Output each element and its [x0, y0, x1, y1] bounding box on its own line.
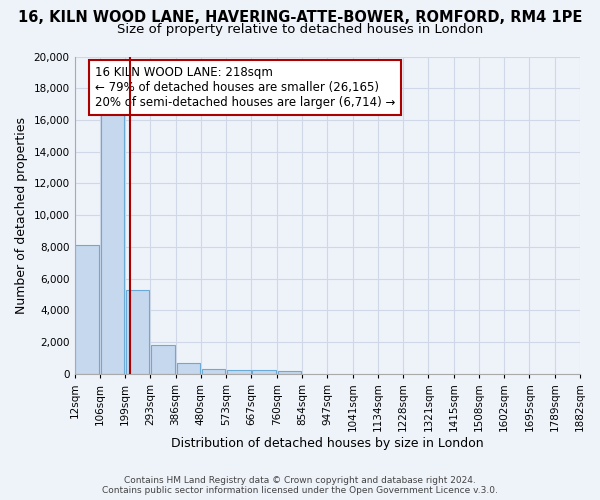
Bar — [227, 370, 251, 374]
X-axis label: Distribution of detached houses by size in London: Distribution of detached houses by size … — [171, 437, 484, 450]
Bar — [278, 372, 301, 374]
Y-axis label: Number of detached properties: Number of detached properties — [15, 116, 28, 314]
Text: Contains HM Land Registry data © Crown copyright and database right 2024.
Contai: Contains HM Land Registry data © Crown c… — [102, 476, 498, 495]
Bar — [101, 112, 124, 374]
Bar — [76, 245, 99, 374]
Bar — [126, 290, 149, 374]
Text: Size of property relative to detached houses in London: Size of property relative to detached ho… — [117, 22, 483, 36]
Bar — [151, 345, 175, 374]
Bar — [176, 362, 200, 374]
Bar — [202, 369, 225, 374]
Bar — [253, 370, 276, 374]
Text: 16 KILN WOOD LANE: 218sqm
← 79% of detached houses are smaller (26,165)
20% of s: 16 KILN WOOD LANE: 218sqm ← 79% of detac… — [95, 66, 395, 109]
Text: 16, KILN WOOD LANE, HAVERING-ATTE-BOWER, ROMFORD, RM4 1PE: 16, KILN WOOD LANE, HAVERING-ATTE-BOWER,… — [18, 10, 582, 25]
